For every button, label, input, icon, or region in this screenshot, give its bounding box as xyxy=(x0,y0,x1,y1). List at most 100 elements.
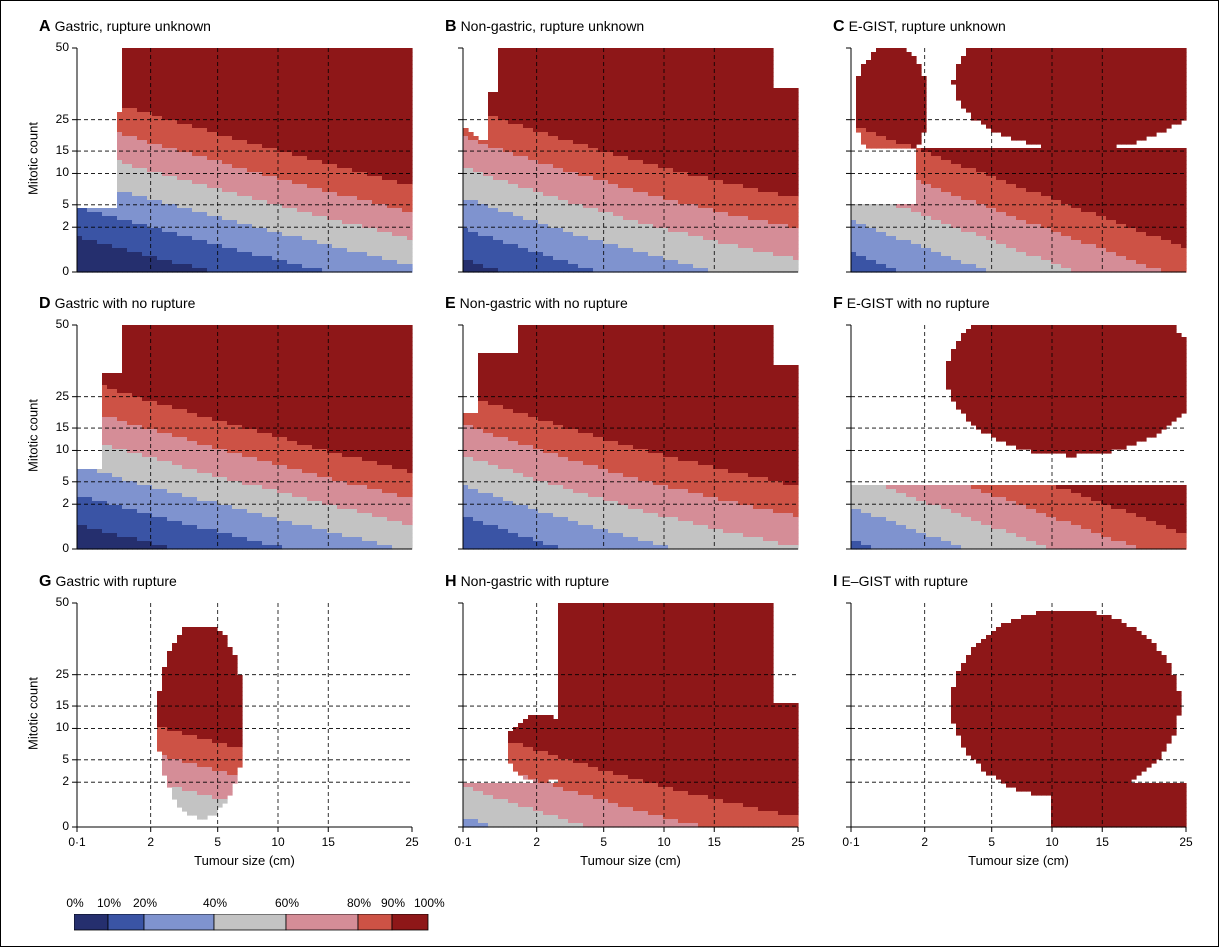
heatmap-cell xyxy=(598,132,604,137)
heatmap-cell xyxy=(232,96,238,101)
heatmap-cell xyxy=(387,84,393,89)
heatmap-cell xyxy=(543,108,549,113)
heatmap-cell xyxy=(593,128,599,133)
heatmap-cell xyxy=(292,48,298,53)
heatmap-cell xyxy=(553,216,559,221)
heatmap-cell xyxy=(282,100,288,105)
heatmap-cell xyxy=(202,116,208,121)
heatmap-cell xyxy=(247,188,253,193)
heatmap-cell xyxy=(127,176,133,181)
heatmap-cell xyxy=(488,220,494,225)
heatmap-cell xyxy=(77,232,83,237)
heatmap-cell xyxy=(543,124,549,129)
heatmap-cell xyxy=(583,100,589,105)
heatmap-cell xyxy=(382,64,388,69)
heatmap-cell xyxy=(312,64,318,69)
heatmap-cell xyxy=(583,172,589,177)
heatmap-cell xyxy=(172,124,178,129)
heatmap-cell xyxy=(397,112,403,117)
heatmap-cell xyxy=(543,160,549,165)
heatmap-cell xyxy=(112,208,118,213)
heatmap-cell xyxy=(307,244,313,249)
heatmap-cell xyxy=(222,160,228,165)
heatmap-cell xyxy=(162,144,168,149)
heatmap-cell xyxy=(292,264,298,269)
heatmap-cell xyxy=(478,168,484,173)
heatmap-cell xyxy=(327,104,333,109)
heatmap-cell xyxy=(127,140,133,145)
heatmap-cell xyxy=(277,116,283,121)
heatmap-cell xyxy=(407,208,413,213)
heatmap-cell xyxy=(122,224,128,229)
heatmap-cell xyxy=(468,188,474,193)
heatmap-cell xyxy=(137,160,143,165)
heatmap-cell xyxy=(187,76,193,81)
heatmap-cell xyxy=(247,248,253,253)
heatmap-cell xyxy=(157,264,163,269)
heatmap-cell xyxy=(337,204,343,209)
heatmap-cell xyxy=(157,56,163,61)
heatmap-cell xyxy=(563,72,569,77)
heatmap-cell xyxy=(307,240,313,245)
heatmap-cell xyxy=(518,240,524,245)
heatmap-cell xyxy=(362,184,368,189)
heatmap-cell xyxy=(483,192,489,197)
heatmap-cell xyxy=(357,160,363,165)
heatmap-cell xyxy=(488,116,494,121)
heatmap-cell xyxy=(332,68,338,73)
heatmap-cell xyxy=(603,104,609,109)
heatmap-cell xyxy=(247,172,253,177)
heatmap-cell xyxy=(137,48,143,53)
heatmap-cell xyxy=(292,136,298,141)
heatmap-cell xyxy=(513,164,519,169)
heatmap-cell xyxy=(352,64,358,69)
heatmap-cell xyxy=(292,60,298,65)
heatmap-cell xyxy=(272,240,278,245)
heatmap-cell xyxy=(578,136,584,141)
heatmap-cell xyxy=(357,76,363,81)
heatmap-cell xyxy=(382,148,388,153)
heatmap-cell xyxy=(257,100,263,105)
heatmap-cell xyxy=(503,204,509,209)
heatmap-cell xyxy=(493,120,499,125)
heatmap-cell xyxy=(332,184,338,189)
heatmap-cell xyxy=(513,180,519,185)
heatmap-cell xyxy=(357,104,363,109)
heatmap-cell xyxy=(237,220,243,225)
heatmap-cell xyxy=(553,172,559,177)
heatmap-cell xyxy=(157,108,163,113)
heatmap-cell xyxy=(397,228,403,233)
heatmap-cell xyxy=(132,232,138,237)
heatmap-cell xyxy=(147,260,153,265)
heatmap-cell xyxy=(287,64,293,69)
heatmap-cell xyxy=(563,116,569,121)
heatmap-cell xyxy=(568,204,574,209)
heatmap-cell xyxy=(347,68,353,73)
heatmap-cell xyxy=(468,132,474,137)
heatmap-cell xyxy=(267,152,273,157)
heatmap-cell xyxy=(357,124,363,129)
heatmap-cell xyxy=(367,160,373,165)
heatmap-cell xyxy=(117,204,123,209)
heatmap-cell xyxy=(367,92,373,97)
heatmap-cell xyxy=(538,108,544,113)
heatmap-cell xyxy=(603,68,609,73)
panel-letter: B xyxy=(445,18,457,35)
heatmap-cell xyxy=(568,72,574,77)
heatmap-cell xyxy=(257,88,263,93)
heatmap-cell xyxy=(137,176,143,181)
heatmap-cell xyxy=(397,48,403,53)
heatmap-cell xyxy=(603,72,609,77)
heatmap-cell xyxy=(397,256,403,261)
heatmap-cell xyxy=(498,216,504,221)
heatmap-cell xyxy=(563,148,569,153)
heatmap-cell xyxy=(187,56,193,61)
heatmap-cell xyxy=(578,112,584,117)
heatmap-cell xyxy=(312,200,318,205)
heatmap-cell xyxy=(302,164,308,169)
heatmap-cell xyxy=(152,236,158,241)
heatmap-cell xyxy=(207,132,213,137)
heatmap-cell xyxy=(407,128,413,133)
heatmap-cell xyxy=(142,220,148,225)
heatmap-cell xyxy=(528,144,534,149)
